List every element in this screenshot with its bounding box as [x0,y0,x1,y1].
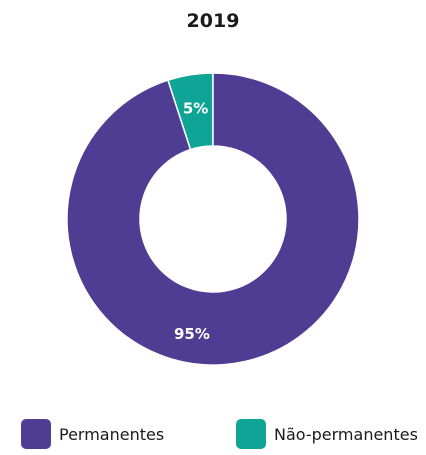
donut-chart: 5% 95% [66,72,360,366]
chart-title: 2019 [186,10,240,32]
legend-label-permanentes: Permanentes [59,424,165,444]
legend-item-permanentes: Permanentes [21,419,164,449]
legend-swatch-nao-permanentes [236,419,266,449]
data-label-permanentes: 95% [174,325,210,343]
data-label-nao-permanentes: 5% [183,99,208,117]
legend-swatch-permanentes [21,419,51,449]
legend-label-nao-permanentes: Não-permanentes [274,424,418,444]
legend-item-nao-permanentes: Não-permanentes [236,419,418,449]
slice-permanentes [66,72,360,366]
legend: Permanentes Não-permanentes [0,419,426,455]
